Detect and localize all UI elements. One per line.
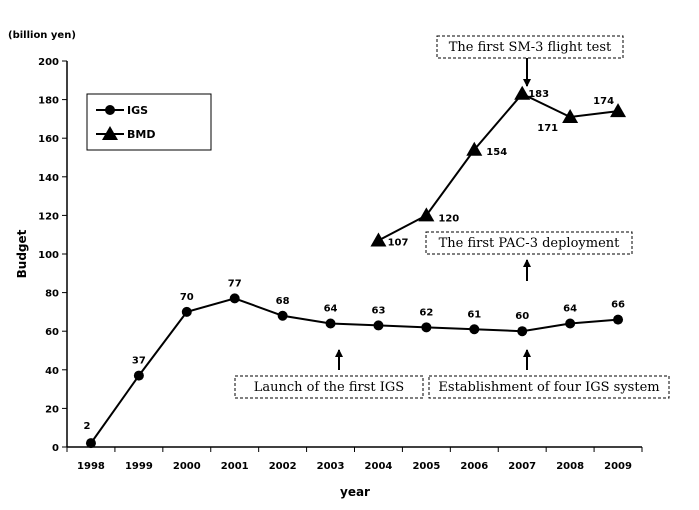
igs-data-label: 61 [467,309,481,320]
annotation-box [234,375,424,399]
x-tick-label: 1998 [77,461,105,472]
igs-data-label: 68 [276,296,290,307]
annotation-text: Establishment of four IGS system [438,380,659,395]
x-tick-label: 2001 [221,461,249,472]
igs-point [277,310,288,321]
y-tick-label: 100 [38,250,59,261]
bmd-point [418,207,435,222]
igs-point [325,318,336,329]
annotation-box [428,375,670,399]
x-tick-label: 2008 [556,461,584,472]
annotation-text: Launch of the first IGS [254,380,404,395]
x-axis-title: year [340,485,370,499]
bmd-data-label: 171 [537,123,558,134]
igs-point [613,314,624,325]
bmd-point [514,85,531,100]
data-labels: 2 37 70 77 68 64 63 62 61 60 64 66 107 120 154 183 171 17… [83,89,625,432]
x-tick-label: 2009 [604,461,632,472]
bmd-point [466,141,483,156]
x-tick-label: 2003 [317,461,345,472]
bmd-point [562,108,579,123]
x-tick-label: 2005 [412,461,440,472]
legend-box [86,93,212,151]
igs-data-label: 62 [419,307,433,318]
bmd-point [610,103,627,118]
igs-point [373,320,384,331]
bmd-data-label: 183 [528,89,549,100]
igs-data-label: 64 [324,303,338,314]
bmd-series-line [377,92,619,242]
igs-data-label: 63 [371,305,385,316]
x-tick-label: 2007 [508,461,536,472]
legend: IGS BMD [86,93,212,151]
y-tick-label: 200 [38,57,59,68]
x-tick-label: 2006 [460,461,488,472]
igs-data-label: 37 [132,356,146,367]
igs-data-label: 60 [515,311,529,322]
y-axis-title: Budget [15,229,29,278]
igs-point [469,324,480,335]
y-tick-label: 140 [38,173,59,184]
igs-data-label: 64 [563,303,577,314]
igs-point [565,318,576,329]
igs-legend-marker [105,105,115,115]
axes: 0 20 40 60 80 100 120 140 160 180 200 1998 1999 2000 2… [38,57,643,472]
y-tick-label: 40 [45,366,59,377]
annotations: The first SM-3 flight test The first PAC-… [234,35,670,399]
y-tick-label: 0 [52,443,59,454]
bmd-legend-label: BMD [127,128,155,141]
annotation-arrow-head [523,349,531,357]
series-layer [85,85,627,449]
y-tick-label: 120 [38,211,59,222]
igs-point [181,306,192,317]
igs-point [133,370,144,381]
annotation-box [425,231,633,255]
annotation-text: The first PAC-3 deployment [439,236,621,251]
x-tick-label: 2000 [173,461,201,472]
bmd-data-label: 107 [388,237,409,248]
igs-data-label: 66 [611,300,625,311]
y-tick-label: 160 [38,134,59,145]
bmd-legend-marker [102,126,118,140]
y-tick-label: 60 [45,327,59,338]
igs-data-label: 77 [228,278,242,289]
y-tick-label: 180 [38,96,59,107]
igs-point [229,293,240,304]
annotation-arrow-head [335,349,343,357]
x-tick-label: 1999 [125,461,153,472]
igs-point [517,326,528,337]
bmd-data-label: 154 [486,147,507,158]
igs-data-label: 70 [180,292,194,303]
bmd-data-label: 120 [438,213,459,224]
igs-data-label: 2 [83,421,90,432]
y-tick-label: 80 [45,289,59,300]
igs-point [85,438,96,449]
annotation-box [436,35,624,59]
x-tick-label: 2004 [365,461,393,472]
annotation-arrow-head [523,79,531,87]
igs-point [421,322,432,333]
bmd-data-label: 174 [593,96,614,107]
y-tick-label: 20 [45,404,59,415]
annotation-arrow-head [523,259,531,267]
unit-label: (billion yen) [8,30,76,41]
annotation-text: The first SM-3 flight test [449,40,612,55]
igs-series-line [90,297,619,444]
x-tick-label: 2002 [269,461,297,472]
igs-legend-label: IGS [127,104,148,117]
bmd-point [370,232,387,247]
